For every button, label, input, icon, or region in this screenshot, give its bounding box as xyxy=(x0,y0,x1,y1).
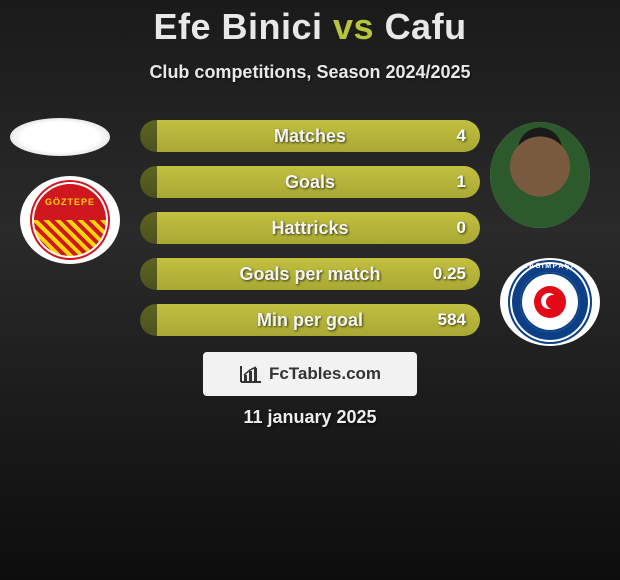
title-vs: vs xyxy=(333,6,374,47)
title-player2: Cafu xyxy=(385,6,467,47)
stat-bar-player2 xyxy=(157,304,480,336)
stat-bar-player1 xyxy=(140,258,157,290)
stat-bar-player2 xyxy=(157,120,480,152)
stat-value: 0 xyxy=(457,212,466,244)
stat-bar-player2 xyxy=(157,258,480,290)
stat-bar-player1 xyxy=(140,120,157,152)
stat-bar-player1 xyxy=(140,304,157,336)
stat-value: 584 xyxy=(438,304,466,336)
stat-value: 4 xyxy=(457,120,466,152)
player-face-icon xyxy=(490,122,590,228)
kasimpasa-crest-icon: KASIMPAŞA xyxy=(508,260,592,344)
stat-bar-player2 xyxy=(157,212,480,244)
stat-bar-player2 xyxy=(157,166,480,198)
stats-container: Matches4 Goals1 Hattricks0 Goals per match0… xyxy=(140,120,480,336)
stat-value: 0.25 xyxy=(433,258,466,290)
stat-row: Goals1 xyxy=(140,166,480,198)
player1-club-crest: GÖZTEPE xyxy=(20,176,120,264)
title-player1: Efe Binici xyxy=(153,6,322,47)
date-text: 11 january 2025 xyxy=(0,407,620,428)
subtitle: Club competitions, Season 2024/2025 xyxy=(0,62,620,83)
stat-row: Hattricks0 xyxy=(140,212,480,244)
goztepe-crest-icon: GÖZTEPE xyxy=(30,180,110,260)
player2-club-crest: KASIMPAŞA xyxy=(500,258,600,346)
stat-bar-player1 xyxy=(140,166,157,198)
stat-row: Min per goal584 xyxy=(140,304,480,336)
goztepe-text: GÖZTEPE xyxy=(34,184,106,220)
watermark[interactable]: FcTables.com xyxy=(203,352,417,396)
stat-value: 1 xyxy=(457,166,466,198)
player2-avatar xyxy=(490,122,590,228)
watermark-text: FcTables.com xyxy=(269,364,381,384)
stat-row: Goals per match0.25 xyxy=(140,258,480,290)
stat-row: Matches4 xyxy=(140,120,480,152)
page-title: Efe Binici vs Cafu xyxy=(0,0,620,48)
stat-bar-player1 xyxy=(140,212,157,244)
player1-avatar xyxy=(10,118,110,156)
chart-icon xyxy=(239,364,263,384)
